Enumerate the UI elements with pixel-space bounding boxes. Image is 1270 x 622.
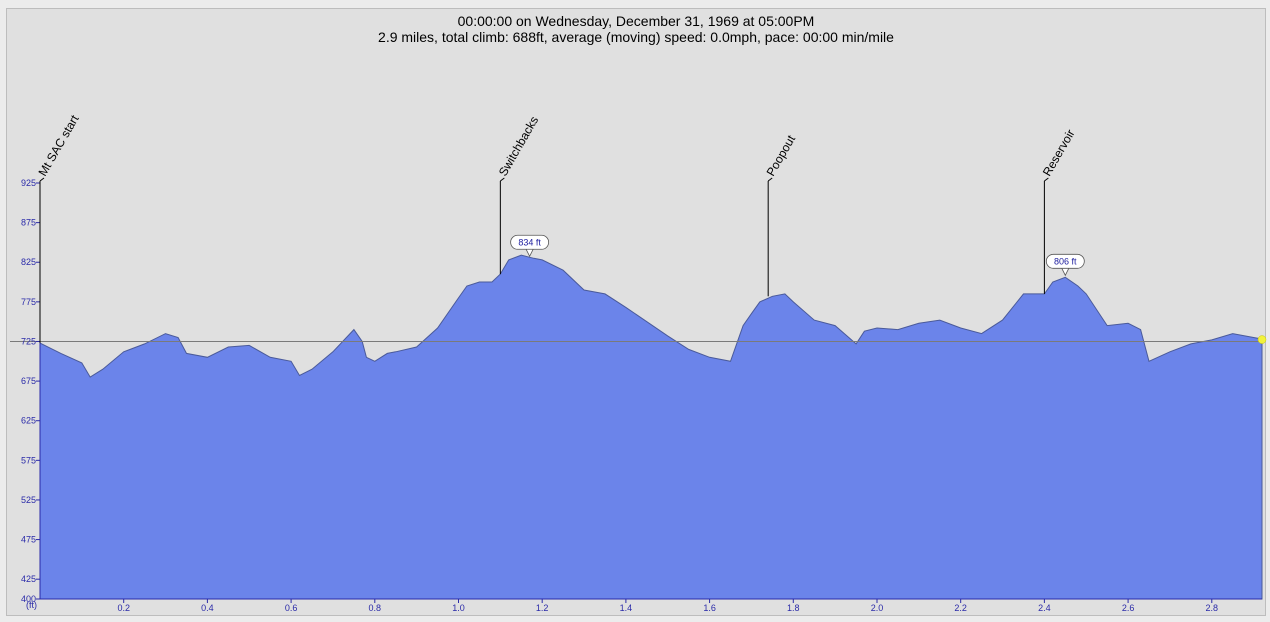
x-tick-label: 1.2 [536,603,549,613]
y-tick-label: 625 [21,416,36,426]
y-tick-label: 475 [21,535,36,545]
x-tick-label: 1.8 [787,603,800,613]
waypoint-label: Poopout [764,132,799,178]
y-tick-label: 400 [21,594,36,604]
x-tick-label: 1.6 [703,603,716,613]
x-tick-label: 2.8 [1206,603,1219,613]
header-line-2: 2.9 miles, total climb: 688ft, average (… [378,29,894,45]
header-line-1: 00:00:00 on Wednesday, December 31, 1969… [457,13,815,29]
elevation-area [39,254,1263,600]
waypoint-tick [767,177,773,182]
callout-label: 834 ft [518,237,541,247]
waypoint-tick [1044,177,1049,182]
x-tick-label: 2.2 [954,603,967,613]
y-tick-label: 925 [21,178,36,188]
callout-bubble [1045,253,1085,269]
x-tick-label: 1.4 [620,603,633,613]
y-tick-label: 825 [21,257,36,267]
callout-label: 806 ft [1054,256,1077,266]
waypoint-tick [39,177,45,182]
y-tick-label: 775 [21,297,36,307]
waypoint-label: Switchbacks [496,114,541,179]
waypoint-label: Reservoir [1040,127,1078,178]
x-tick-label: 0.4 [201,603,214,613]
peak-callout: 834 ft [510,234,550,258]
waypoint-tick [500,177,505,182]
position-marker [1257,335,1267,344]
x-tick-label: 0.6 [285,603,298,613]
callout-bubble [510,234,550,250]
y-axis-unit: (ft) [26,600,37,610]
x-tick-label: 2.4 [1038,603,1051,613]
x-tick-label: 2.6 [1122,603,1135,613]
y-tick-label: 675 [21,376,36,386]
x-tick-label: 1.0 [452,603,465,613]
y-tick-label: 425 [21,574,36,584]
y-tick-label: 575 [21,455,36,465]
chart-header: 00:00:00 on Wednesday, December 31, 1969… [7,13,1265,45]
x-tick-label: 0.8 [369,603,382,613]
peak-callout: 806 ft [1045,253,1085,277]
x-tick-label: 2.0 [871,603,884,613]
waypoint-label: Mt SAC start [35,112,81,178]
x-tick-label: 0.2 [117,603,130,613]
y-tick-label: 725 [21,336,36,346]
y-tick-label: 875 [21,218,36,228]
y-tick-label: 525 [21,495,36,505]
